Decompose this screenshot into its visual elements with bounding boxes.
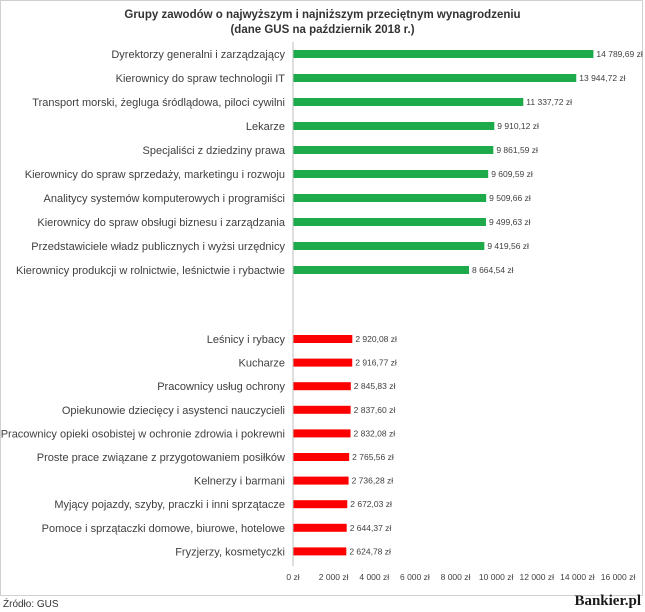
x-tick-label-3: 6 000 zł xyxy=(400,572,430,582)
category-label-bottom-2: Pracownicy usług ochrony xyxy=(157,381,285,393)
bar-top-2 xyxy=(293,98,524,106)
bar-bottom-7 xyxy=(293,500,348,509)
bar-bottom-5 xyxy=(293,453,350,461)
x-tick-label-2: 4 000 zł xyxy=(359,572,389,582)
bar-bottom-8 xyxy=(293,523,347,532)
category-label-top-2: Transport morski, żegluga śródlądowa, pi… xyxy=(32,97,285,109)
x-tick-label-4: 8 000 zł xyxy=(441,572,471,582)
bar-top-4 xyxy=(293,146,494,154)
bar-bottom-6 xyxy=(293,476,349,485)
bar-top-1 xyxy=(293,74,577,82)
x-tick-label-7: 14 000 zł xyxy=(560,572,595,582)
bar-bottom-3 xyxy=(293,405,351,414)
x-tick-label-1: 2 000 zł xyxy=(319,572,349,582)
value-label-top-2: 11 337,72 zł xyxy=(526,97,572,107)
category-label-bottom-9: Fryzjerzy, kosmetyczki xyxy=(175,546,285,558)
bar-top-5 xyxy=(293,170,489,178)
value-label-top-7: 9 499,63 zł xyxy=(489,217,531,227)
category-label-top-1: Kierownicy do spraw technologii IT xyxy=(116,73,286,85)
x-tick-label-8: 16 000 zł xyxy=(601,572,636,582)
category-label-top-4: Specjaliści z dziedziny prawa xyxy=(143,145,286,157)
brand-logo: Bankier.pl xyxy=(574,593,641,609)
x-tick-label-6: 12 000 zł xyxy=(520,572,555,582)
value-label-top-6: 9 509,66 zł xyxy=(489,193,531,203)
source-note: Źródło: GUS xyxy=(3,599,59,610)
value-label-top-4: 9 861,59 zł xyxy=(496,145,538,155)
value-label-bottom-3: 2 837,60 zł xyxy=(354,405,396,415)
value-label-bottom-0: 2 920,08 zł xyxy=(355,334,397,344)
category-label-top-5: Kierownicy do spraw sprzedaży, marketing… xyxy=(25,169,285,181)
value-label-top-9: 8 664,54 zł xyxy=(472,265,514,275)
value-label-bottom-6: 2 736,28 zł xyxy=(352,476,394,486)
bar-top-8 xyxy=(293,242,485,250)
chart-title-line2: (dane GUS na październik 2018 r.) xyxy=(230,24,415,36)
x-tick-label-0: 0 zł xyxy=(286,572,299,582)
value-label-bottom-1: 2 916,77 zł xyxy=(355,358,397,368)
bar-top-7 xyxy=(293,218,486,226)
value-label-bottom-7: 2 672,03 zł xyxy=(350,499,392,509)
value-label-bottom-9: 2 624,78 zł xyxy=(349,546,391,556)
bar-top-3 xyxy=(293,122,495,130)
category-label-bottom-1: Kucharze xyxy=(239,358,285,370)
bar-bottom-0 xyxy=(293,335,353,343)
value-label-top-1: 13 944,72 zł xyxy=(579,73,625,83)
x-axis: 0 zł 2 000 zł 4 000 zł 6 000 zł 8 000 zł 10 0… xyxy=(286,42,635,582)
category-label-bottom-8: Pomoce i sprzątaczki domowe, biurowe, ho… xyxy=(42,523,285,535)
bar-bottom-4 xyxy=(293,429,351,438)
category-label-bottom-7: Myjący pojazdy, szyby, praczki i inni sp… xyxy=(54,499,285,511)
category-label-bottom-0: Leśnicy i rybacy xyxy=(207,334,286,346)
category-label-bottom-5: Proste prace związane z przygotowaniem p… xyxy=(37,452,285,464)
bar-chart: Dyrektorzy generalni i zarządzający 14 78… xyxy=(1,42,643,582)
bar-top-6 xyxy=(293,194,487,202)
value-label-bottom-4: 2 832,08 zł xyxy=(354,428,396,438)
bar-top-9 xyxy=(293,266,469,274)
value-label-top-8: 9 419,56 zł xyxy=(487,241,529,251)
value-label-bottom-8: 2 644,37 zł xyxy=(350,523,392,533)
category-label-top-7: Kierownicy do spraw obsługi biznesu i za… xyxy=(37,217,286,229)
value-label-top-0: 14 789,69 zł xyxy=(596,49,642,59)
category-label-top-9: Kierownicy produkcji w rolnictwie, leśni… xyxy=(16,265,285,277)
bars-layer xyxy=(293,50,594,556)
category-label-bottom-6: Kelnerzy i barmani xyxy=(194,476,285,488)
bar-bottom-1 xyxy=(293,358,353,367)
bar-bottom-2 xyxy=(293,382,351,391)
bar-bottom-9 xyxy=(293,547,347,556)
category-label-top-3: Lekarze xyxy=(246,121,285,133)
bar-top-0 xyxy=(293,50,594,58)
category-label-bottom-3: Opiekunowie dziecięcy i asystenci nauczy… xyxy=(62,405,285,417)
chart-title: Grupy zawodów o najwyższym i najniższym … xyxy=(0,8,645,38)
category-label-top-0: Dyrektorzy generalni i zarządzający xyxy=(111,49,285,61)
category-label-top-6: Analitycy systemów komputerowych i progr… xyxy=(44,193,285,205)
x-tick-label-5: 10 000 zł xyxy=(479,572,514,582)
category-label-bottom-4: Pracownicy opieki osobistej w ochronie z… xyxy=(1,428,285,440)
value-label-bottom-2: 2 845,83 zł xyxy=(354,381,396,391)
value-label-bottom-5: 2 765,56 zł xyxy=(352,452,394,462)
category-label-top-8: Przedstawiciele władz publicznych i wyżs… xyxy=(31,241,285,253)
value-label-top-5: 9 609,59 zł xyxy=(491,169,533,179)
chart-title-line1: Grupy zawodów o najwyższym i najniższym … xyxy=(124,9,521,21)
value-label-top-3: 9 910,12 zł xyxy=(497,121,539,131)
labels-layer: Dyrektorzy generalni i zarządzający 14 78… xyxy=(1,49,643,558)
